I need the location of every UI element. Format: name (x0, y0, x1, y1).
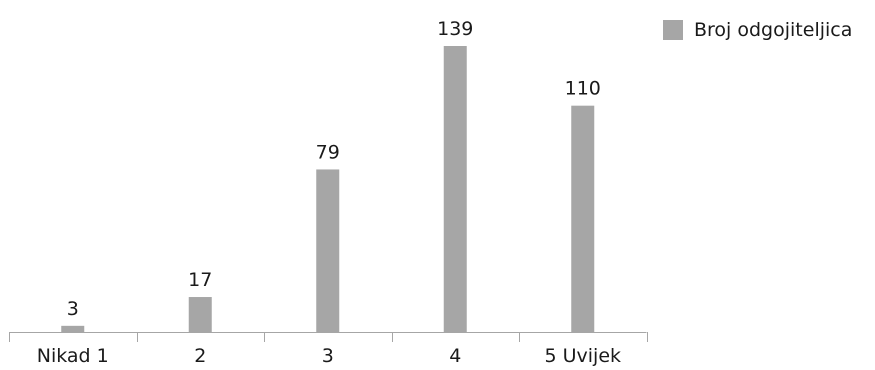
x-tick-label: 4 (449, 345, 461, 367)
x-tick-label: 3 (322, 345, 334, 367)
legend-swatch (663, 20, 683, 40)
legend: Broj odgojiteljica (663, 20, 852, 40)
bar (443, 46, 467, 332)
legend-label: Broj odgojiteljica (694, 19, 853, 41)
data-label: 3 (67, 298, 79, 320)
x-tick-label: 2 (194, 345, 206, 367)
data-label: 79 (316, 141, 340, 163)
bar (61, 325, 85, 332)
x-tick-label: Nikad 1 (37, 345, 109, 367)
x-tick-label: 5 Uvijek (544, 345, 621, 367)
bar (188, 297, 212, 332)
bar (316, 169, 340, 332)
data-label: 17 (188, 269, 212, 291)
data-label: 110 (565, 78, 601, 100)
bar (571, 105, 595, 332)
data-label: 139 (437, 18, 473, 40)
